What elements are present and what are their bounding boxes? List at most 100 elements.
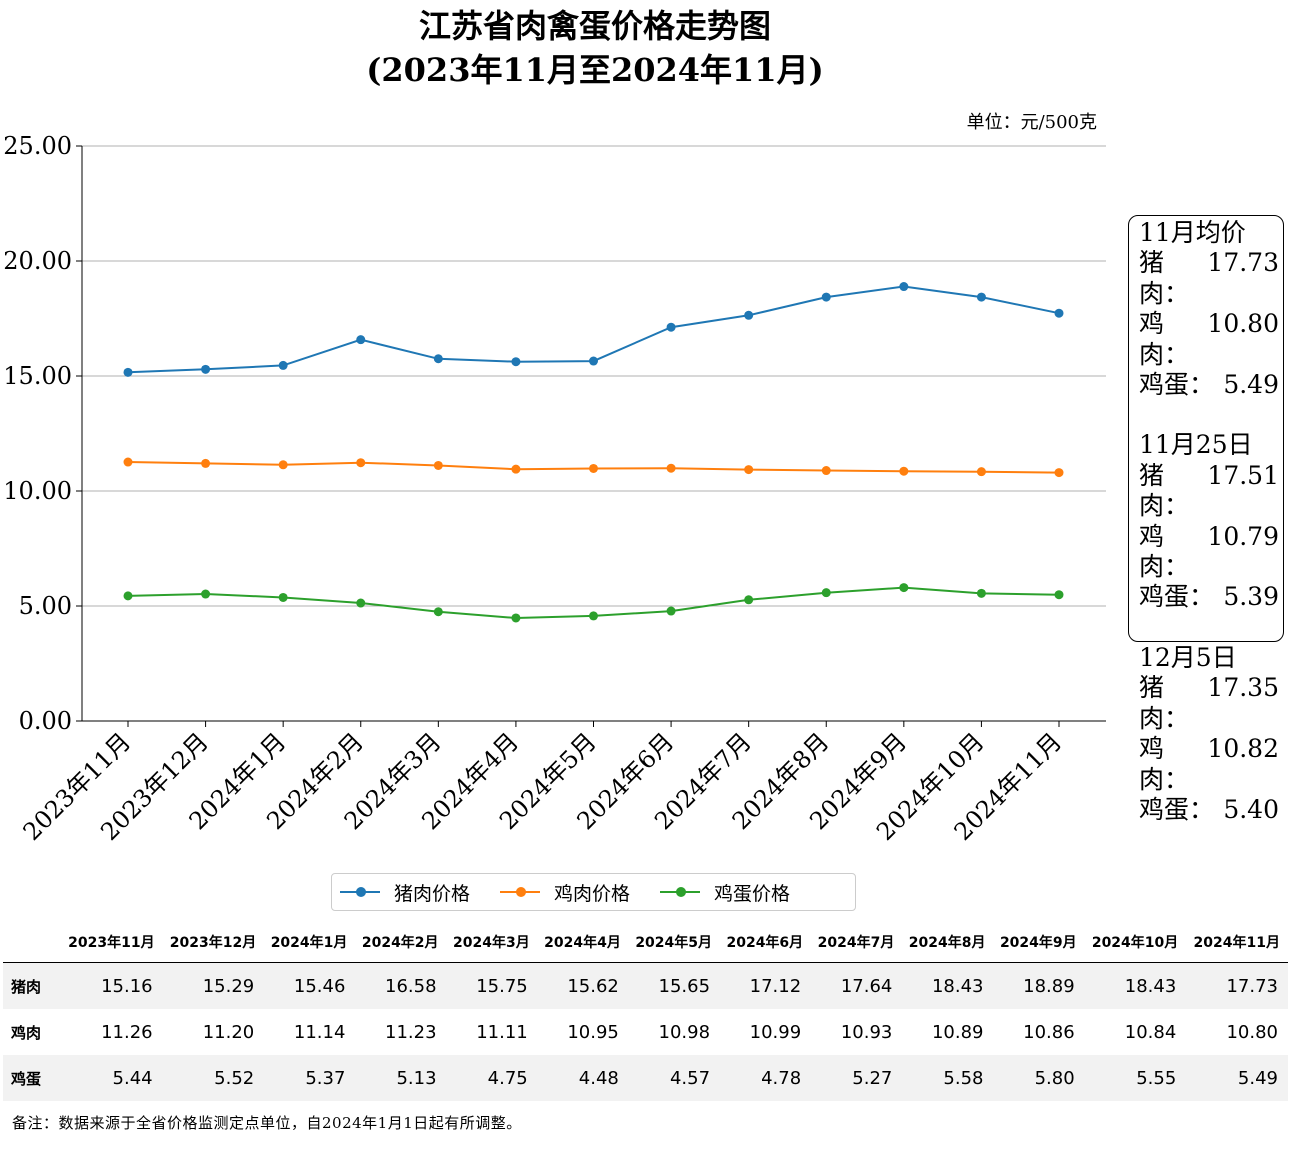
- info-label: 鸡肉：: [1139, 734, 1190, 794]
- info-heading: 12月5日: [1139, 642, 1237, 672]
- legend-label: 鸡蛋价格: [714, 882, 791, 905]
- info-label: 猪肉：: [1139, 673, 1190, 733]
- data-point: [589, 356, 598, 366]
- table-row: 鸡蛋 5.44 5.52 5.37 5.13 4.75 4.48 4.57 4.78 5.27 5.…: [3, 1055, 1288, 1101]
- line-chart: 0.005.0010.0015.0020.0025.002023年11月2023…: [3, 132, 1106, 846]
- table-row-header: 鸡肉: [11, 1023, 42, 1042]
- info-row: 鸡肉： 10.82: [1139, 734, 1283, 795]
- data-point: [123, 367, 133, 377]
- info-row: 猪肉： 17.73: [1139, 248, 1283, 309]
- table-header-cell: 2024年9月: [993, 922, 1085, 963]
- table-cell: 4.75: [446, 1055, 538, 1101]
- info-value: 10.80: [1207, 309, 1279, 339]
- table-cell: 10.86: [1023, 1021, 1075, 1043]
- table-header-cell: 2024年5月: [628, 922, 721, 963]
- table-cell: 5.27: [811, 1055, 903, 1101]
- info-heading: 11月25日: [1139, 430, 1253, 460]
- price-table: 2023年11月 2023年12月 2024年1月 2024年2月 2024年3月 202…: [3, 922, 1288, 1101]
- info-label: 鸡肉：: [1139, 309, 1190, 369]
- info-row: 鸡蛋： 5.49: [1139, 370, 1283, 400]
- unit-label: 单位：元/500克: [966, 112, 1097, 133]
- data-point: [899, 583, 909, 593]
- table-header-cell: 2023年12月: [162, 922, 265, 963]
- table-cell: 11.20: [202, 1021, 255, 1043]
- info-row: 猪肉： 17.35: [1139, 673, 1283, 734]
- table-cell: 5.49: [1186, 1055, 1288, 1101]
- data-point: [201, 458, 211, 468]
- table-cell: 5.55: [1084, 1055, 1187, 1101]
- data-point: [433, 607, 443, 617]
- footnote: 备注：数据来源于全省价格监测定点单位，自2024年1月1日起有所调整。: [12, 1114, 522, 1132]
- table-header-cell: 2024年2月: [355, 922, 447, 963]
- table-cell: 5.58: [902, 1055, 994, 1101]
- table-row-header: 猪肉: [3, 962, 61, 1009]
- table-cell: 10.89: [931, 1021, 984, 1043]
- y-tick-label: 15.00: [3, 362, 72, 390]
- table-corner-cell: [3, 922, 61, 963]
- table-cell: 18.43: [902, 962, 994, 1009]
- table-row: 鸡肉 11.26 11.20 11.14 11.23 11.11 10.95 10.98 10.…: [3, 1009, 1288, 1055]
- y-tick-label: 5.00: [19, 592, 72, 620]
- y-tick-label: 25.00: [3, 132, 72, 160]
- data-point: [666, 463, 676, 473]
- data-point: [278, 460, 288, 470]
- legend-label: 猪肉价格: [394, 882, 471, 905]
- table-header-cell: 2023年11月: [61, 922, 163, 963]
- data-point: [278, 360, 288, 370]
- table-cell: 17.73: [1186, 962, 1288, 1009]
- table-cell: 16.58: [355, 962, 447, 1009]
- info-label: 鸡蛋：: [1139, 582, 1215, 612]
- data-point: [976, 292, 986, 302]
- table-cell: 18.43: [1084, 962, 1187, 1009]
- info-row: 鸡肉： 10.80: [1139, 309, 1283, 370]
- data-point: [511, 613, 521, 623]
- data-point: [821, 466, 831, 476]
- data-point: [744, 595, 754, 605]
- info-value: 17.73: [1207, 248, 1279, 278]
- y-tick-label: 0.00: [19, 707, 72, 735]
- data-point: [976, 588, 986, 598]
- info-row: 鸡肉： 10.79: [1139, 522, 1283, 583]
- data-point: [356, 458, 366, 468]
- table-cell: 15.16: [61, 962, 163, 1009]
- table-cell: 15.65: [628, 962, 721, 1009]
- table-cell: 5.52: [162, 1055, 265, 1101]
- table-cell: 10.99: [749, 1021, 802, 1043]
- table-cell: 10.84: [1124, 1021, 1177, 1043]
- info-group: 12月5日 猪肉： 17.35 鸡肉： 10.82 鸡蛋： 5.40: [1139, 643, 1283, 825]
- table-cell: 15.29: [162, 962, 265, 1009]
- table-header-cell: 2024年10月: [1084, 922, 1187, 963]
- table-cell: 11.23: [385, 1021, 437, 1043]
- info-heading: 11月均价: [1139, 218, 1246, 247]
- info-value: 17.51: [1207, 460, 1279, 490]
- table-header-cell: 2024年8月: [902, 922, 994, 963]
- table-cell: 4.48: [537, 1055, 629, 1101]
- data-point: [744, 465, 754, 475]
- table-cell: 4.78: [720, 1055, 812, 1101]
- table-row-header: 鸡蛋: [3, 1055, 61, 1101]
- data-point: [899, 282, 909, 292]
- info-row: 猪肉： 17.51: [1139, 461, 1283, 522]
- data-point: [666, 322, 676, 332]
- table-cell: 10.98: [658, 1021, 711, 1043]
- table-cell: 10.80: [1226, 1021, 1278, 1043]
- legend-line-marker: [340, 887, 380, 897]
- info-label: 猪肉：: [1139, 460, 1190, 521]
- table-header-cell: 2024年11月: [1186, 922, 1288, 963]
- info-group: 11月均价 猪肉： 17.73 鸡肉： 10.80 鸡蛋： 5.49: [1139, 218, 1283, 400]
- table-cell: 5.37: [264, 1055, 356, 1101]
- data-point: [1054, 468, 1064, 478]
- legend-line-marker: [660, 887, 701, 897]
- chart-title-line1: 江苏省肉禽蛋价格走势图: [418, 7, 771, 45]
- table-cell: 17.64: [811, 962, 903, 1009]
- info-value: 5.40: [1223, 794, 1279, 824]
- info-value: 5.49: [1223, 370, 1279, 400]
- data-point: [1054, 308, 1064, 318]
- legend-item: 鸡蛋价格: [660, 879, 790, 906]
- data-point: [511, 357, 521, 367]
- price-info-box: 11月均价 猪肉： 17.73 鸡肉： 10.80 鸡蛋： 5.49 11月25日 猪肉： 17.…: [1128, 215, 1284, 824]
- table-cell: 18.89: [993, 962, 1085, 1009]
- table-header-cell: 2024年1月: [264, 922, 356, 963]
- data-point: [278, 592, 288, 602]
- info-label: 鸡肉：: [1139, 521, 1190, 582]
